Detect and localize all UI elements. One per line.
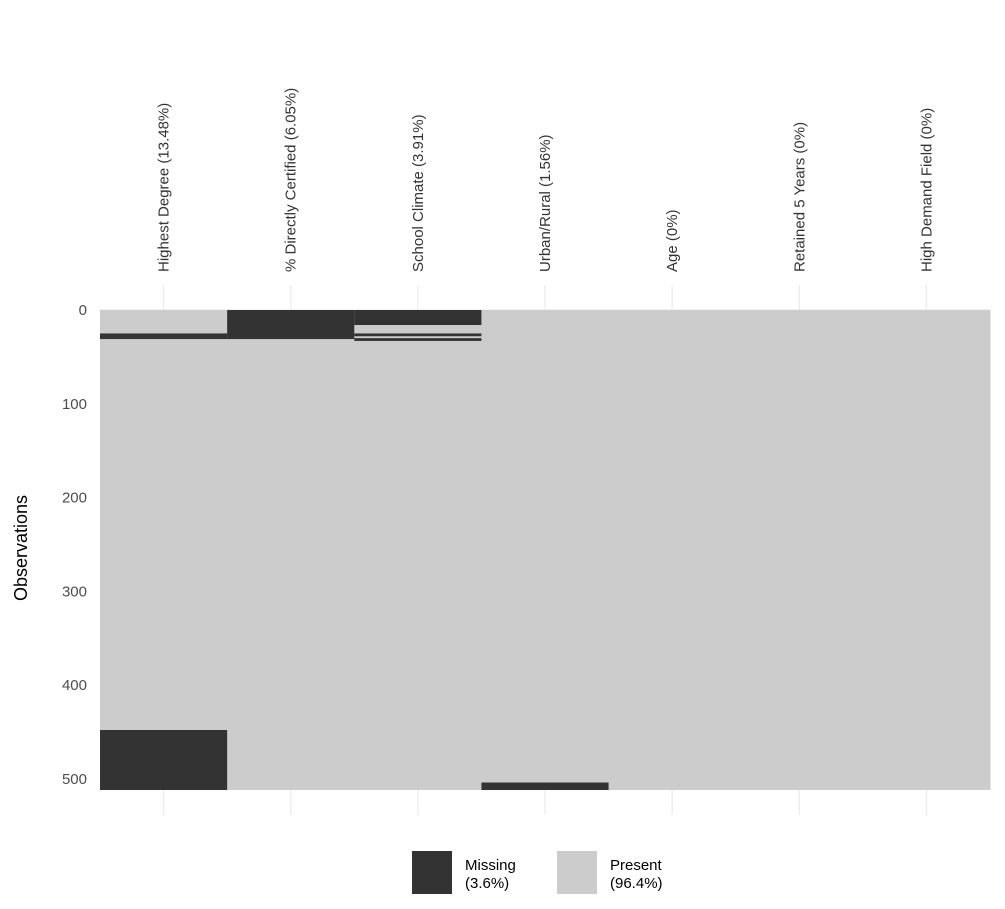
y-axis-ticks: 0 100 200 300 400 500: [62, 302, 87, 788]
column-label: High Demand Field (0%): [918, 108, 935, 272]
legend-swatch: [412, 851, 452, 894]
y-tick-label: 100: [62, 396, 87, 413]
legend-item-missing: Missing(3.6%): [412, 851, 516, 894]
missing-cell: [481, 782, 609, 790]
missing-cell: [354, 338, 482, 341]
y-tick-label: 400: [62, 677, 87, 694]
column-label: Highest Degree (13.48%): [156, 103, 173, 272]
column-label: % Directly Certified (6.05%): [283, 88, 300, 272]
present-cell: [481, 310, 610, 790]
legend-sublabel: (96.4%): [610, 875, 663, 892]
y-axis-title: Observations: [11, 495, 31, 601]
legend-label: Present: [610, 857, 663, 874]
present-cell: [862, 310, 991, 790]
legend-swatch: [557, 851, 597, 894]
column-labels: Highest Degree (13.48%) % Directly Certif…: [156, 88, 936, 272]
legend-label: Missing: [465, 857, 516, 874]
present-cell: [100, 310, 228, 790]
present-cell: [608, 310, 737, 790]
y-tick-label: 200: [62, 490, 87, 507]
present-cell: [227, 310, 355, 790]
legend-sublabel: (3.6%): [465, 875, 509, 892]
present-cell: [354, 310, 482, 790]
y-tick-label: 0: [79, 302, 87, 319]
column-label: Age (0%): [664, 209, 681, 272]
legend-item-present: Present(96.4%): [557, 851, 663, 894]
missing-cell: [100, 333, 228, 340]
legend: Missing(3.6%) Present(96.4%): [412, 851, 663, 894]
plot-panel: [100, 310, 991, 790]
y-tick-label: 300: [62, 583, 87, 600]
missing-cell: [354, 333, 482, 337]
missing-cell: [227, 310, 355, 340]
present-cell: [735, 310, 864, 790]
column-label: School Climate (3.91%): [410, 114, 427, 272]
y-tick-label: 500: [62, 771, 87, 788]
column-label: Retained 5 Years (0%): [791, 122, 808, 272]
missing-cell: [354, 310, 482, 325]
column-label: Urban/Rural (1.56%): [537, 134, 554, 272]
missing-cell: [100, 730, 228, 790]
